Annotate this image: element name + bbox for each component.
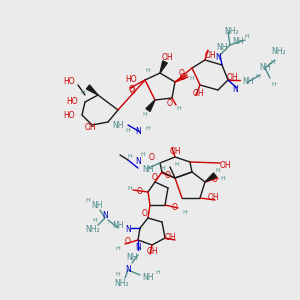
Text: H: H [244, 34, 249, 38]
Text: H: H [272, 82, 276, 86]
Text: NH: NH [112, 220, 124, 230]
Text: O: O [142, 208, 148, 217]
Text: NH: NH [126, 254, 138, 262]
Text: OH: OH [226, 74, 238, 82]
Text: NH: NH [216, 44, 228, 52]
Text: NH: NH [242, 77, 254, 86]
Text: HO: HO [66, 98, 78, 106]
Text: NH₂: NH₂ [225, 28, 239, 37]
Text: N: N [125, 266, 131, 274]
Text: OH: OH [84, 124, 96, 133]
Text: OH: OH [219, 160, 231, 169]
Text: O: O [149, 154, 155, 163]
Text: O: O [212, 176, 218, 184]
Text: H: H [126, 128, 130, 133]
Text: OH: OH [204, 50, 216, 59]
Text: O: O [125, 238, 131, 247]
Text: H: H [256, 74, 260, 79]
Text: OH: OH [146, 248, 158, 256]
Text: H: H [141, 152, 146, 158]
Text: H: H [216, 167, 220, 172]
Text: NH: NH [91, 200, 103, 209]
Text: H: H [85, 197, 90, 202]
Text: H: H [116, 272, 120, 278]
Text: H: H [160, 166, 165, 170]
Text: N: N [125, 226, 131, 235]
Text: H: H [183, 209, 188, 214]
Text: N: N [232, 85, 238, 94]
Text: H: H [146, 125, 150, 130]
Text: H: H [220, 176, 225, 181]
Polygon shape [160, 61, 167, 73]
Text: N: N [135, 128, 141, 136]
Text: H: H [156, 269, 161, 275]
Text: H: H [142, 112, 147, 116]
Text: NH₂: NH₂ [86, 226, 100, 235]
Text: H: H [146, 68, 150, 73]
Text: H: H [177, 106, 182, 110]
Text: NH: NH [142, 274, 154, 283]
Polygon shape [146, 100, 155, 111]
Text: H: H [190, 76, 194, 80]
Text: O: O [167, 100, 173, 109]
Text: N: N [135, 244, 141, 253]
Text: N: N [102, 211, 108, 220]
Text: NH: NH [142, 166, 154, 175]
Text: H: H [175, 163, 179, 167]
Text: N: N [215, 53, 221, 62]
Text: O: O [152, 172, 158, 182]
Text: NH: NH [112, 121, 124, 130]
Text: N: N [135, 158, 141, 166]
Text: OH: OH [207, 194, 219, 202]
Text: HO: HO [125, 76, 137, 85]
Text: O: O [137, 188, 143, 196]
Text: OH: OH [161, 53, 173, 62]
Text: OH: OH [192, 88, 204, 98]
Text: NH₂: NH₂ [115, 278, 129, 287]
Text: NH₂: NH₂ [272, 47, 286, 56]
Text: HO: HO [63, 110, 75, 119]
Text: O: O [179, 68, 185, 77]
Text: O: O [129, 85, 135, 94]
Text: OH: OH [164, 233, 176, 242]
Text: H: H [81, 89, 85, 94]
Text: H: H [128, 185, 132, 190]
Text: H: H [128, 154, 132, 160]
Text: O: O [172, 203, 178, 212]
Text: H: H [116, 245, 120, 250]
Polygon shape [205, 173, 216, 182]
Text: HO: HO [63, 77, 75, 86]
Text: O: O [130, 88, 136, 97]
Text: NH: NH [232, 38, 244, 46]
Text: O: O [165, 170, 171, 179]
Text: H: H [93, 218, 98, 223]
Polygon shape [86, 85, 98, 95]
Text: NH: NH [259, 64, 271, 73]
Text: H: H [271, 59, 275, 64]
Text: OH: OH [169, 148, 181, 157]
Text: O: O [180, 74, 186, 82]
